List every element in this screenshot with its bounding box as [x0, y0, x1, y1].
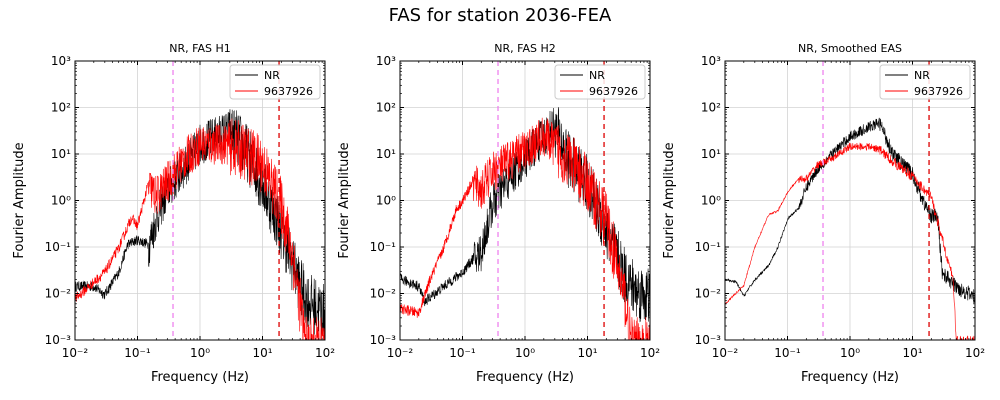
- legend-label: NR: [589, 69, 605, 82]
- x-tick-label: 10¹: [577, 346, 597, 360]
- y-tick-label: 10¹: [701, 147, 721, 161]
- x-tick-label: 10²: [640, 346, 660, 360]
- series-line-9637926: [75, 118, 325, 340]
- y-tick-label: 10²: [51, 101, 71, 115]
- legend-label: NR: [914, 69, 930, 82]
- x-tick-label: 10⁻²: [387, 346, 414, 360]
- x-tick-label: 10⁰: [840, 346, 860, 360]
- x-tick-label: 10⁻¹: [449, 346, 476, 360]
- series-line-NR: [75, 109, 325, 338]
- legend-box: [879, 64, 971, 100]
- legend: NR 9637926: [554, 64, 646, 100]
- panel-2: 10⁻² 10⁻¹ 10⁰ 10¹ 10²10⁻³10⁻²10⁻¹10⁰10¹10²10…: [337, 42, 660, 385]
- y-tick-label: 10³: [51, 54, 71, 68]
- x-tick-label: 10¹: [252, 346, 272, 360]
- legend-box: [229, 64, 321, 100]
- y-tick-label: 10⁰: [51, 194, 71, 208]
- y-tick-label: 10¹: [51, 147, 71, 161]
- legend: NR 9637926: [229, 64, 321, 100]
- y-axis-label: Fourier Amplitude: [12, 142, 27, 258]
- x-tick-label: 10⁻¹: [774, 346, 801, 360]
- legend-label: 9637926: [914, 85, 963, 98]
- y-tick-label: 10⁻³: [695, 333, 722, 347]
- x-tick-label: 10⁻²: [62, 346, 89, 360]
- x-tick-label: 10⁰: [515, 346, 535, 360]
- panel-1: 10⁻² 10⁻¹ 10⁰ 10¹ 10²10⁻³10⁻²10⁻¹10⁰10¹10²10…: [12, 42, 335, 385]
- y-tick-label: 10³: [376, 54, 396, 68]
- x-tick-label: 10²: [965, 346, 985, 360]
- y-tick-label: 10⁻¹: [370, 240, 397, 254]
- y-tick-label: 10⁻³: [45, 333, 72, 347]
- y-tick-label: 10³: [701, 54, 721, 68]
- legend: NR 9637926: [879, 64, 971, 100]
- series-group: [725, 117, 975, 340]
- x-tick-label: 10²: [315, 346, 335, 360]
- series-group: [400, 107, 650, 340]
- y-axis-label: Fourier Amplitude: [337, 142, 352, 258]
- y-tick-label: 10¹: [376, 147, 396, 161]
- panel-title: NR, Smoothed EAS: [798, 42, 902, 55]
- x-axis-label: Frequency (Hz): [801, 370, 899, 385]
- x-axis-label: Frequency (Hz): [476, 370, 574, 385]
- series-line-9637926: [725, 142, 975, 340]
- y-tick-label: 10⁻²: [45, 287, 72, 301]
- y-tick-label: 10⁻²: [695, 287, 722, 301]
- figure-title: FAS for station 2036-FEA: [388, 5, 612, 26]
- series-line-9637926: [400, 117, 650, 340]
- y-tick-label: 10²: [701, 101, 721, 115]
- x-tick-label: 10¹: [902, 346, 922, 360]
- series-line-NR: [725, 117, 975, 304]
- panel-3: 10⁻² 10⁻¹ 10⁰ 10¹ 10²10⁻³10⁻²10⁻¹10⁰10¹10²10…: [662, 42, 985, 385]
- legend-label: 9637926: [264, 85, 313, 98]
- x-tick-label: 10⁻¹: [124, 346, 151, 360]
- y-tick-label: 10⁻¹: [45, 240, 72, 254]
- y-tick-label: 10⁰: [701, 194, 721, 208]
- y-tick-label: 10⁻³: [370, 333, 397, 347]
- x-axis-label: Frequency (Hz): [151, 370, 249, 385]
- panel-title: NR, FAS H2: [494, 42, 555, 55]
- x-tick-label: 10⁰: [190, 346, 210, 360]
- y-tick-label: 10²: [376, 101, 396, 115]
- legend-label: NR: [264, 69, 280, 82]
- panel-title: NR, FAS H1: [169, 42, 230, 55]
- y-tick-label: 10⁻¹: [695, 240, 722, 254]
- y-tick-label: 10⁰: [376, 194, 396, 208]
- y-tick-label: 10⁻²: [370, 287, 397, 301]
- legend-label: 9637926: [589, 85, 638, 98]
- legend-box: [554, 64, 646, 100]
- y-axis-label: Fourier Amplitude: [662, 142, 677, 258]
- x-tick-label: 10⁻²: [712, 346, 739, 360]
- series-group: [75, 109, 325, 340]
